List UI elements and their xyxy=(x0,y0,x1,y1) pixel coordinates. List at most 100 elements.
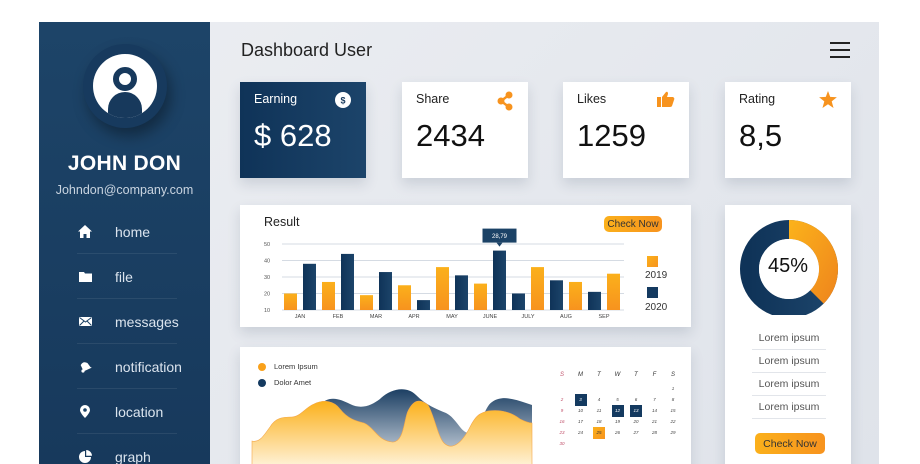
calendar-day[interactable]: 16 xyxy=(559,419,565,424)
calendar-day[interactable]: 3 xyxy=(574,394,587,406)
donut-chart xyxy=(740,220,838,315)
calendar-day[interactable]: 6 xyxy=(634,397,638,402)
divider xyxy=(77,343,177,344)
dashboard-frame: JOHN DON Johndon@company.com home file xyxy=(39,22,879,464)
svg-text:AUG: AUG xyxy=(560,314,572,320)
calendar-day[interactable]: 22 xyxy=(670,419,676,424)
svg-text:MAY: MAY xyxy=(446,314,458,320)
calendar-weekday-header: S xyxy=(670,372,675,378)
stat-title: Share xyxy=(416,92,450,106)
calendar-weekday-header: F xyxy=(652,372,657,378)
donut-card: 45% Lorem ipsum Lorem ipsum Lorem ipsum … xyxy=(725,205,851,464)
stat-title: Likes xyxy=(577,92,607,106)
calendar-weekday-header: W xyxy=(614,372,621,378)
calendar-day[interactable]: 14 xyxy=(651,408,657,413)
calendar-day[interactable]: 9 xyxy=(560,408,564,413)
calendar-day[interactable]: 23 xyxy=(559,430,565,435)
result-title: Result xyxy=(264,215,300,229)
sidebar-item-label: notification xyxy=(115,358,182,375)
calendar-day[interactable]: 17 xyxy=(577,419,583,424)
calendar-day[interactable]: 19 xyxy=(614,419,620,424)
sidebar-item-graph[interactable]: graph xyxy=(39,434,210,464)
calendar-day[interactable]: 2 xyxy=(560,397,564,402)
calendar-day[interactable]: 21 xyxy=(651,419,657,424)
page-title: Dashboard User xyxy=(241,40,373,60)
divider xyxy=(77,298,177,299)
calendar-day[interactable]: 15 xyxy=(670,408,676,413)
svg-text:SEP: SEP xyxy=(598,314,609,320)
area-chart xyxy=(251,389,533,464)
calendar-day[interactable]: 1 xyxy=(671,386,675,391)
stat-card-likes[interactable]: Likes 1259 xyxy=(563,82,689,178)
thumbs-up-icon xyxy=(657,91,675,109)
stat-card-earning[interactable]: Earning $ 628 $ xyxy=(240,82,366,178)
calendar-day[interactable]: 10 xyxy=(577,408,583,413)
donut-list-item: Lorem ipsum xyxy=(752,327,826,350)
result-check-now-button[interactable]: Check Now xyxy=(604,216,662,232)
home-icon xyxy=(77,224,93,240)
legend-dot-orange xyxy=(258,362,266,371)
sidebar-item-label: messages xyxy=(115,313,179,330)
sidebar-item-file[interactable]: file xyxy=(39,254,210,299)
svg-text:JAN: JAN xyxy=(295,314,305,320)
legend-2019-swatch xyxy=(647,256,658,267)
result-chart-card: Result Check Now 10 20 30 40 50 JAN FEB MAR APR M… xyxy=(240,205,691,327)
svg-text:50: 50 xyxy=(264,242,270,248)
stat-value: 8,5 xyxy=(739,118,783,153)
svg-text:$: $ xyxy=(340,96,345,106)
user-avatar-icon[interactable] xyxy=(83,44,167,128)
calendar-day[interactable]: 26 xyxy=(614,430,620,435)
calendar-day[interactable]: 29 xyxy=(670,430,676,435)
calendar-day[interactable]: 18 xyxy=(596,419,602,424)
calendar-day[interactable]: 7 xyxy=(653,397,656,402)
calendar-day[interactable]: 24 xyxy=(577,430,583,435)
star-icon xyxy=(819,91,837,109)
calendar-day[interactable]: 11 xyxy=(596,408,602,413)
sidebar-item-home[interactable]: home xyxy=(39,209,210,254)
divider xyxy=(77,388,177,389)
sidebar-item-messages[interactable]: messages xyxy=(39,299,210,344)
legend-2020-swatch xyxy=(647,287,658,298)
calendar-day[interactable]: 25 xyxy=(593,427,605,439)
calendar-day[interactable]: 8 xyxy=(671,397,675,402)
area-legend-dolor: Dolor Amet xyxy=(258,378,311,387)
stat-card-share[interactable]: Share 2434 xyxy=(402,82,528,178)
stat-value: 1259 xyxy=(577,118,646,153)
calendar-day[interactable]: 28 xyxy=(651,430,657,435)
legend-label: Lorem Ipsum xyxy=(274,362,318,371)
stat-card-rating[interactable]: Rating 8,5 xyxy=(725,82,851,178)
stat-title: Rating xyxy=(739,92,776,106)
sidebar: JOHN DON Johndon@company.com home file xyxy=(39,22,210,464)
calendar-day[interactable]: 4 xyxy=(597,397,601,402)
legend-2019-label: 2019 xyxy=(645,270,668,281)
divider xyxy=(77,253,177,254)
calendar-day[interactable]: 12 xyxy=(611,405,624,417)
sidebar-item-label: graph xyxy=(115,448,151,464)
svg-text:40: 40 xyxy=(264,259,270,265)
donut-check-now-button[interactable]: Check Now xyxy=(755,433,825,454)
calendar-day[interactable]: 30 xyxy=(559,441,565,446)
legend-dot-navy xyxy=(258,378,266,387)
donut-list-item: Lorem ipsum xyxy=(752,350,826,373)
share-icon xyxy=(496,91,514,111)
svg-text:JUNE: JUNE xyxy=(483,314,498,320)
calendar-weekday-header: S xyxy=(559,372,564,378)
map-pin-icon xyxy=(77,404,93,420)
svg-text:30: 30 xyxy=(264,275,270,281)
hamburger-menu-icon[interactable] xyxy=(830,42,850,60)
sidebar-item-location[interactable]: location xyxy=(39,389,210,434)
calendar-day[interactable]: 5 xyxy=(616,397,619,402)
sidebar-item-notification[interactable]: notification xyxy=(39,344,210,389)
svg-text:MAR: MAR xyxy=(370,314,382,320)
calendar-day[interactable]: 27 xyxy=(633,430,639,435)
stat-title: Earning xyxy=(254,92,298,106)
stat-value: 2434 xyxy=(416,118,485,153)
calendar-day[interactable]: 13 xyxy=(630,405,642,417)
svg-text:28,79: 28,79 xyxy=(492,234,508,240)
user-email: Johndon@company.com xyxy=(55,183,194,197)
legend-2020-label: 2020 xyxy=(645,302,668,313)
calendar-day[interactable]: 20 xyxy=(633,419,639,424)
donut-percent-label: 45% xyxy=(767,255,809,277)
svg-text:APR: APR xyxy=(408,314,419,320)
